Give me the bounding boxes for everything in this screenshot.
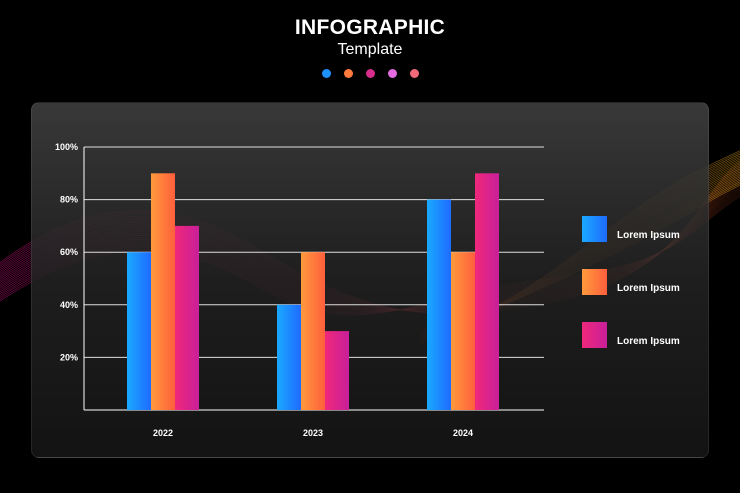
chart-bars <box>127 173 499 410</box>
y-tick-label: 20% <box>60 352 78 362</box>
y-tick-label: 40% <box>60 300 78 310</box>
dot-blue <box>321 69 331 78</box>
legend-swatch-2 <box>582 269 607 295</box>
page-title: INFOGRAPHIC <box>294 16 446 39</box>
legend-label-1: Lorem Ipsum <box>617 230 680 241</box>
dot-violet <box>387 69 397 78</box>
x-tick-label: 2022 <box>153 428 173 438</box>
bar-2024-series-3 <box>475 173 499 410</box>
x-tick-label: 2024 <box>453 428 473 438</box>
y-tick-label: 60% <box>60 247 78 257</box>
legend-item-3: Lorem Ipsum <box>582 322 702 348</box>
bar-2023-series-3 <box>325 331 349 410</box>
bar-2022-series-3 <box>175 225 199 410</box>
legend-item-1: Lorem Ipsum <box>582 216 702 242</box>
legend-label-2: Lorem Ipsum <box>617 283 680 294</box>
bar-2023-series-2 <box>301 252 325 410</box>
dot-pink <box>409 69 419 78</box>
legend-label-3: Lorem Ipsum <box>617 336 680 347</box>
y-tick-label: 80% <box>60 195 78 205</box>
y-tick-label: 100% <box>55 142 78 152</box>
bar-2024-series-1 <box>427 199 451 410</box>
chart-labels: 20% 40% 60% 80% 100% 2022 2023 2024 <box>55 142 473 438</box>
decorative-dots <box>0 69 740 78</box>
bar-2022-series-1 <box>127 252 151 410</box>
bar-2023-series-1 <box>277 304 301 410</box>
dot-magenta <box>365 69 375 78</box>
chart-legend: Lorem Ipsum Lorem Ipsum Lorem Ipsum <box>582 216 702 375</box>
legend-swatch-1 <box>582 216 607 242</box>
page-subtitle: Template <box>337 41 403 58</box>
bar-2022-series-2 <box>151 173 175 410</box>
bar-2024-series-2 <box>451 252 475 410</box>
dot-orange <box>343 69 353 78</box>
legend-item-2: Lorem Ipsum <box>582 269 702 295</box>
legend-swatch-3 <box>582 322 607 348</box>
x-tick-label: 2023 <box>303 428 323 438</box>
